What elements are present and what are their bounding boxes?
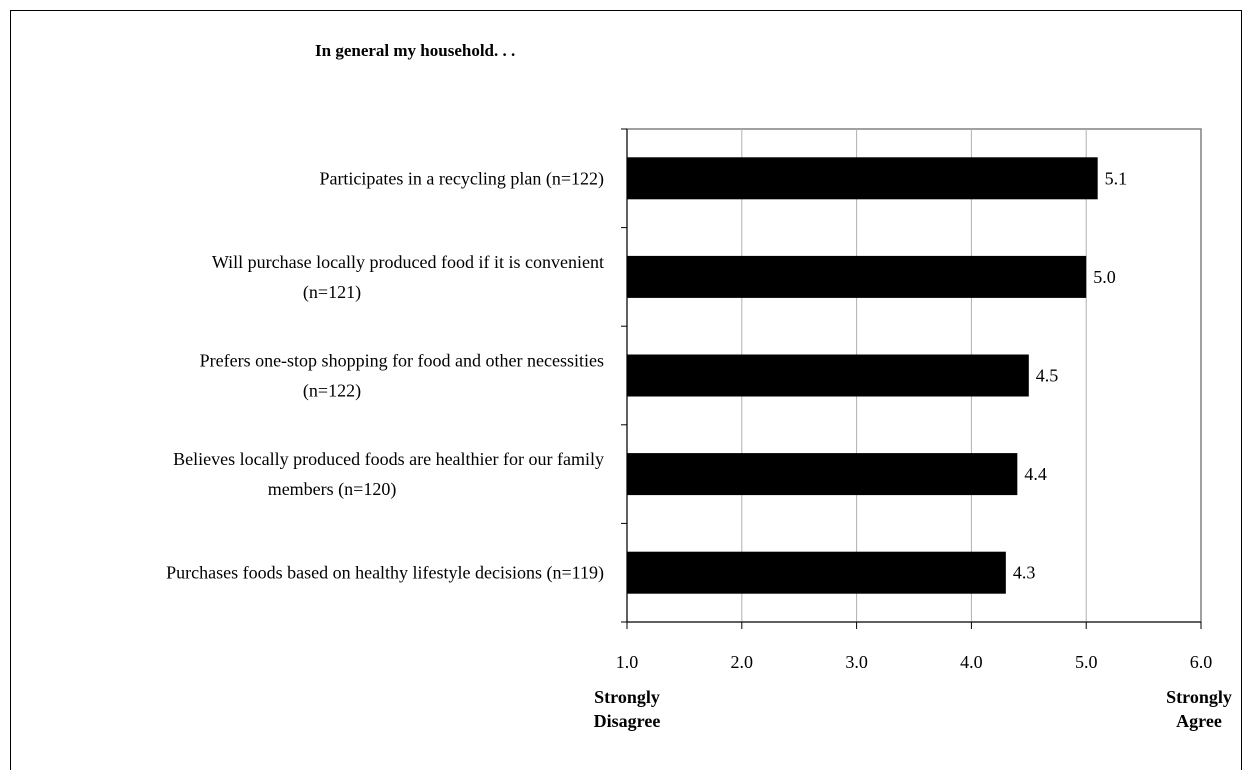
category-label: Prefers one-stop shopping for food and o…: [200, 351, 604, 371]
bar-value-label: 5.1: [1105, 168, 1128, 188]
x-min-label: Disagree: [594, 711, 661, 731]
x-max-label: Agree: [1176, 711, 1222, 731]
bar: [627, 157, 1098, 200]
category-label: members (n=120): [268, 479, 397, 500]
bar: [627, 255, 1087, 298]
x-min-label: Strongly: [594, 687, 660, 707]
category-label: Purchases foods based on healthy lifesty…: [166, 563, 604, 584]
bar: [627, 354, 1029, 397]
bar: [627, 453, 1018, 496]
x-tick-label: 1.0: [616, 652, 639, 672]
x-max-label: Strongly: [1166, 687, 1232, 707]
category-label: Participates in a recycling plan (n=122): [319, 168, 604, 189]
bar: [627, 551, 1006, 594]
category-label: (n=121): [303, 282, 361, 303]
chart-title: In general my household. . .: [315, 41, 515, 60]
category-label: Will purchase locally produced food if i…: [212, 252, 604, 272]
x-tick-label: 4.0: [960, 652, 983, 672]
x-tick-label: 5.0: [1075, 652, 1098, 672]
category-label: Believes locally produced foods are heal…: [173, 449, 604, 469]
category-label: (n=122): [303, 381, 361, 402]
x-tick-label: 3.0: [845, 652, 868, 672]
bar-value-label: 4.5: [1036, 366, 1059, 386]
x-tick-label: 2.0: [731, 652, 754, 672]
bar-value-label: 5.0: [1093, 267, 1116, 287]
bar-value-label: 4.3: [1013, 563, 1036, 583]
bar-value-label: 4.4: [1024, 464, 1047, 484]
chart-frame: [10, 10, 1242, 770]
x-tick-label: 6.0: [1190, 652, 1213, 672]
